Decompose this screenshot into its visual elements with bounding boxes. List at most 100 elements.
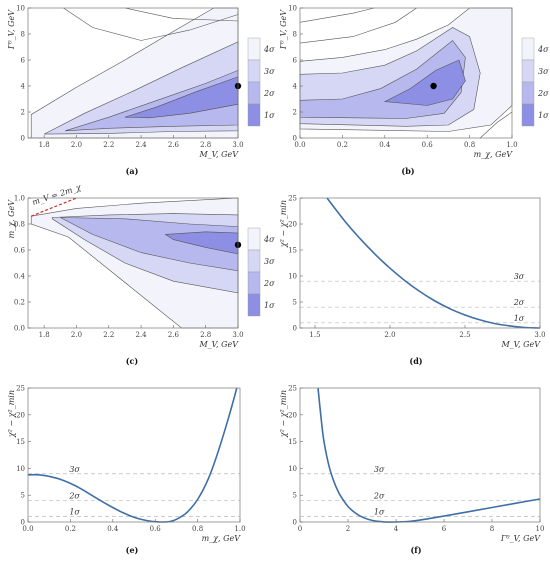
y-tick-label: 10 <box>288 273 297 281</box>
legend-swatch <box>521 103 535 127</box>
chi2-curve <box>326 197 541 329</box>
y-tick-label: 15 <box>288 247 297 255</box>
sigma-label: 3σ <box>69 465 80 474</box>
y-tick-label: 4 <box>293 83 298 91</box>
panel-label: (f) <box>410 545 421 555</box>
x-axis-label: Γ⁰_V, GeV <box>500 534 541 543</box>
plot-frame-a <box>27 7 239 139</box>
plot-background <box>300 198 540 328</box>
x-tick-label: 3.0 <box>534 331 545 339</box>
panel-label: (d) <box>409 356 422 366</box>
sigma-label: 2σ <box>373 492 385 501</box>
x-tick-label: 2.2 <box>103 141 114 149</box>
y-tick-label: 10 <box>288 465 297 473</box>
plot-frame-d <box>299 197 541 329</box>
legend-swatch <box>247 293 261 317</box>
y-tick-label: 1.0 <box>14 195 25 203</box>
legend-swatch <box>247 227 261 251</box>
panel-c: m_V = 2m_χ1.8 2.0 2.2 2.4 2.6 2.8 3.00.00.20.4… <box>7 182 275 366</box>
legend-label: 1σ <box>264 301 275 310</box>
x-tick-label: 0.6 <box>150 525 162 533</box>
contour-line <box>479 111 513 139</box>
panel-label: (e) <box>126 545 139 555</box>
x-tick-label: 0.4 <box>379 141 391 149</box>
y-tick-label: 25 <box>288 195 297 203</box>
sigma-label: 1σ <box>514 314 525 323</box>
legend-swatch <box>247 271 261 295</box>
y-tick-label: 10 <box>16 5 25 13</box>
y-tick-label: 10 <box>16 465 25 473</box>
y-tick-label: 2 <box>21 109 25 117</box>
y-tick-label: 0.0 <box>14 325 25 333</box>
x-tick-label: 3.0 <box>232 331 243 339</box>
y-tick-label: 20 <box>288 221 297 229</box>
y-tick-label: 0 <box>293 325 297 333</box>
contour-line <box>299 7 417 44</box>
y-axis-label: Γ⁰_V, GeV <box>279 9 288 50</box>
plot-frame-b <box>299 7 513 139</box>
sigma-label: 2σ <box>513 298 525 307</box>
x-tick-label: 1.0 <box>506 141 517 149</box>
panel-e: 1σ 2σ 3σ 0.0 0.2 0.4 0.6 0.8 1.0 0 5 10 15 20 25 m_χ, G… <box>7 385 246 556</box>
sigma-label: 1σ <box>69 508 80 517</box>
plot-background <box>28 388 240 522</box>
sigma-label: 3σ <box>374 465 385 474</box>
y-tick-label: 4 <box>21 83 26 91</box>
y-tick-label: 8 <box>21 31 25 39</box>
x-axis-label: M_V, GeV <box>198 340 239 349</box>
legend-label: 3σ <box>264 257 275 266</box>
legend-swatch <box>521 37 535 61</box>
chi2-curve <box>317 387 541 523</box>
x-tick-label: 0.4 <box>107 525 119 533</box>
contour-line <box>63 7 239 41</box>
legend-swatch <box>247 81 261 105</box>
y-tick-label: 5 <box>21 492 25 500</box>
panel-label: (a) <box>126 166 139 176</box>
y-tick-label: 5 <box>293 492 297 500</box>
x-tick-label: 6 <box>442 525 447 533</box>
x-tick-label: 2 <box>346 525 350 533</box>
plot-frame-f <box>299 387 541 523</box>
x-tick-label: 2.4 <box>136 141 148 149</box>
x-tick-label: 1.8 <box>39 141 50 149</box>
legend-label: 2σ <box>263 279 275 288</box>
panel-b: 0.0 0.2 0.4 0.6 0.8 1.0 0 2 4 6 8 10 m_χ, GeV Γ⁰_V, G… <box>279 5 549 177</box>
y-tick-label: 6 <box>21 57 26 65</box>
x-tick-label: 2.8 <box>200 141 211 149</box>
legend-label: 4σ <box>263 235 275 244</box>
panel-label: (c) <box>126 356 139 366</box>
sigma-label: 2σ <box>68 492 80 501</box>
best-fit-point <box>430 82 437 90</box>
y-axis-label: m_χ, GeV <box>7 199 16 239</box>
legend-label: 3σ <box>538 67 549 76</box>
y-tick-label: 15 <box>288 438 297 446</box>
x-tick-label: 0.8 <box>464 141 475 149</box>
x-tick-label: 0.8 <box>192 525 203 533</box>
x-tick-label: 0 <box>298 525 302 533</box>
panel-a: 1.8 2.0 2.2 2.4 2.6 2.8 3.0 0 2 4 6 8 10 M_V, GeV Γ⁰_V… <box>7 5 275 177</box>
legend-swatch <box>521 59 535 83</box>
x-tick-label: 2.0 <box>384 331 395 339</box>
panel-d: 1σ 2σ 3σ 1.5 2.0 2.5 3.0 0 5 10 15 20 25 M_V, GeV χ² −… <box>279 195 546 367</box>
x-tick-label: 4 <box>394 525 399 533</box>
y-tick-label: 0.6 <box>14 247 26 255</box>
plot-frame-c <box>27 197 239 329</box>
x-tick-label: 2.4 <box>136 331 148 339</box>
y-tick-label: 5 <box>293 299 297 307</box>
plot-background <box>300 388 540 522</box>
legend-label: 1σ <box>264 111 275 120</box>
x-tick-label: 2.6 <box>168 141 180 149</box>
y-tick-label: 25 <box>16 385 25 393</box>
x-axis-label: M_V, GeV <box>198 150 239 159</box>
x-axis-label: m_χ, GeV <box>474 150 514 159</box>
y-axis-label: χ² − χ²_min <box>279 390 288 438</box>
x-tick-label: 2.0 <box>71 141 82 149</box>
threshold-line <box>31 197 77 217</box>
x-tick-label: 2.5 <box>459 331 470 339</box>
x-tick-label: 8 <box>490 525 494 533</box>
legend-swatch <box>247 249 261 273</box>
x-axis-label: M_V, GeV <box>500 340 541 349</box>
x-tick-label: 10 <box>536 525 545 533</box>
y-tick-label: 0 <box>21 135 25 143</box>
x-tick-label: 3.0 <box>232 141 243 149</box>
